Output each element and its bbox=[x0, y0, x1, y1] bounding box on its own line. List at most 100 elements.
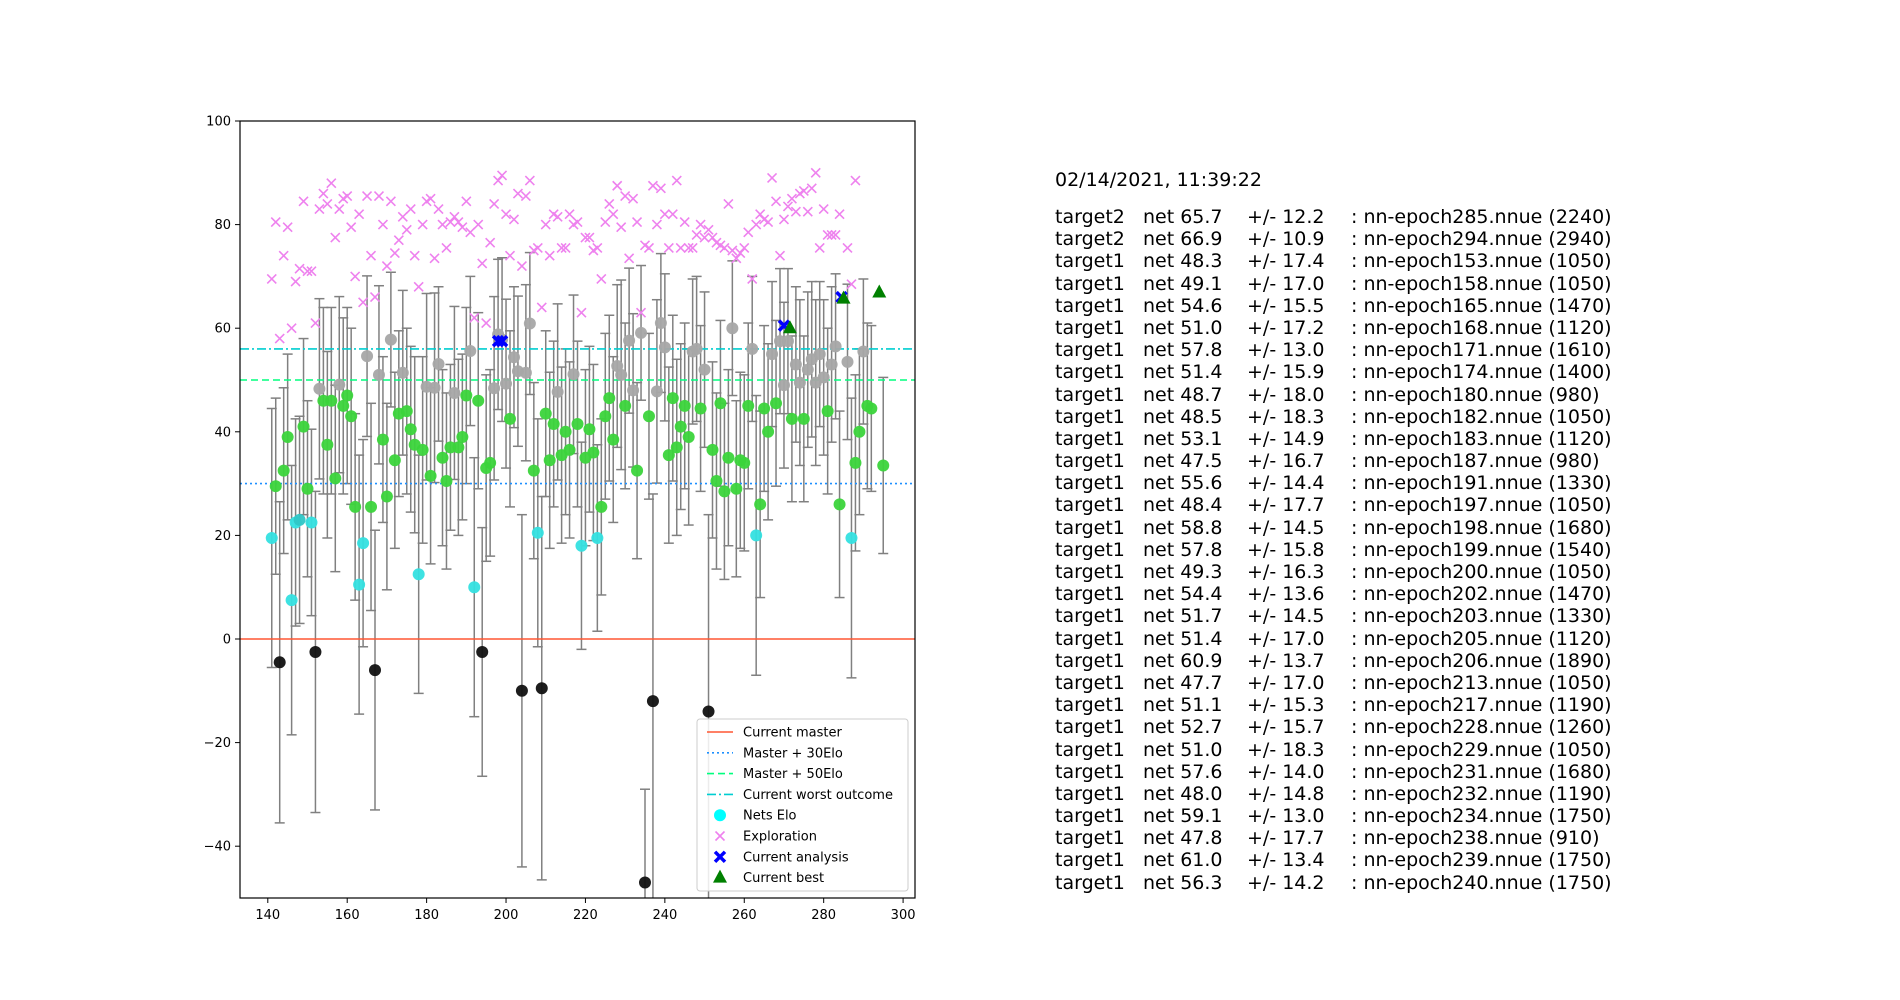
exploration-point bbox=[532, 242, 543, 253]
exploration-point bbox=[612, 180, 623, 191]
result-row: target1 net 47.5 +/- 16.7: nn-epoch187.nnu… bbox=[1055, 450, 1855, 472]
result-file: : nn-epoch200.nnue (1050) bbox=[1351, 561, 1612, 583]
result-file: : nn-epoch238.nnue (910) bbox=[1351, 827, 1600, 850]
result-net: net 61.0 bbox=[1143, 849, 1223, 872]
net-point bbox=[758, 402, 771, 415]
net-point bbox=[353, 578, 366, 591]
exploration-point bbox=[703, 224, 714, 235]
net-point bbox=[730, 482, 743, 495]
exploration-point bbox=[334, 203, 345, 215]
result-net: net 52.7 bbox=[1143, 716, 1223, 739]
legend-label: Master + 30Elo bbox=[743, 746, 843, 761]
net-point bbox=[484, 456, 497, 469]
result-error: +/- 15.7 bbox=[1247, 716, 1325, 739]
net-point bbox=[722, 451, 735, 464]
exploration-point bbox=[373, 191, 385, 202]
exploration-point bbox=[500, 209, 512, 220]
exploration-point bbox=[770, 196, 782, 207]
exploration-point bbox=[719, 242, 730, 253]
net-point bbox=[333, 378, 346, 391]
net-point bbox=[750, 529, 763, 542]
net-point bbox=[424, 469, 437, 482]
analysis-point bbox=[495, 334, 509, 348]
net-point bbox=[273, 656, 286, 669]
exploration-point bbox=[743, 227, 754, 238]
net-point bbox=[789, 358, 802, 371]
net-point bbox=[714, 397, 727, 410]
exploration-point bbox=[524, 175, 535, 186]
exploration-point bbox=[774, 250, 786, 261]
net-point bbox=[376, 433, 389, 446]
result-row: target1 net 51.0 +/- 18.3: nn-epoch229.nnu… bbox=[1055, 739, 1855, 761]
result-row: target1 net 48.5 +/- 18.3: nn-epoch182.nnu… bbox=[1055, 406, 1855, 428]
exploration-point bbox=[536, 302, 547, 313]
result-error: +/- 15.9 bbox=[1247, 361, 1325, 384]
net-point bbox=[372, 368, 385, 381]
result-error: +/- 17.7 bbox=[1247, 494, 1325, 517]
net-point bbox=[627, 384, 640, 397]
result-net: net 66.9 bbox=[1143, 228, 1223, 251]
result-target: target1 bbox=[1055, 782, 1125, 805]
result-net: net 51.0 bbox=[1143, 738, 1223, 761]
result-file: : nn-epoch182.nnue (1050) bbox=[1351, 405, 1612, 428]
net-point bbox=[297, 420, 310, 433]
net-point bbox=[464, 344, 477, 357]
result-target: target1 bbox=[1055, 760, 1125, 783]
net-point bbox=[349, 500, 362, 513]
exploration-point bbox=[330, 232, 341, 243]
result-file: : nn-epoch153.nnue (1050) bbox=[1351, 250, 1612, 273]
exploration-point bbox=[620, 191, 631, 202]
exploration-point bbox=[425, 193, 436, 204]
result-row: target1 net 57.8 +/- 15.8: nn-epoch199.nnu… bbox=[1055, 539, 1855, 561]
net-point bbox=[781, 335, 794, 348]
exploration-point bbox=[365, 250, 377, 261]
exploration-point bbox=[496, 170, 508, 181]
result-target: target1 bbox=[1055, 405, 1125, 428]
net-point bbox=[472, 394, 485, 407]
net-point bbox=[670, 441, 683, 454]
chart-marks bbox=[240, 167, 915, 898]
result-row: target1 net 51.1 +/- 15.3: nn-epoch217.nnu… bbox=[1055, 694, 1855, 716]
result-row: target1 net 51.0 +/- 17.2: nn-epoch168.nnu… bbox=[1055, 317, 1855, 339]
result-net: net 47.8 bbox=[1143, 827, 1223, 850]
net-point bbox=[682, 430, 695, 443]
result-target: target1 bbox=[1055, 694, 1125, 717]
exploration-point bbox=[584, 232, 595, 243]
exploration-point bbox=[802, 206, 813, 217]
net-point bbox=[631, 464, 644, 477]
result-row: target1 net 47.7 +/- 17.0: nn-epoch213.nnu… bbox=[1055, 672, 1855, 694]
result-error: +/- 13.6 bbox=[1247, 583, 1325, 606]
exploration-point bbox=[540, 219, 551, 230]
exploration-point bbox=[278, 250, 289, 261]
net-point bbox=[718, 485, 731, 498]
exploration-point bbox=[818, 203, 829, 215]
x-tick-label: 240 bbox=[652, 908, 677, 923]
result-row: target1 net 54.4 +/- 13.6: nn-epoch202.nnu… bbox=[1055, 583, 1855, 605]
exploration-point bbox=[751, 219, 762, 230]
x-tick-label: 180 bbox=[414, 908, 439, 923]
net-point bbox=[599, 410, 612, 423]
result-error: +/- 17.0 bbox=[1247, 671, 1325, 694]
net-point bbox=[567, 368, 580, 381]
net-point bbox=[428, 381, 441, 394]
y-tick-label: 60 bbox=[214, 322, 231, 337]
legend-exploration-marker bbox=[714, 830, 726, 842]
exploration-point bbox=[616, 222, 627, 233]
exploration-point bbox=[298, 196, 309, 207]
net-point bbox=[678, 399, 691, 412]
net-point bbox=[825, 358, 838, 371]
exploration-point bbox=[270, 216, 281, 228]
exploration-point bbox=[727, 245, 738, 256]
result-net: net 57.8 bbox=[1143, 538, 1223, 561]
result-file: : nn-epoch202.nnue (1470) bbox=[1351, 583, 1612, 606]
exploration-point bbox=[461, 196, 472, 207]
exploration-point bbox=[449, 211, 460, 222]
result-net: net 49.1 bbox=[1143, 272, 1223, 295]
result-net: net 51.4 bbox=[1143, 627, 1223, 650]
net-point bbox=[313, 382, 326, 395]
result-file: : nn-epoch294.nnue (2940) bbox=[1351, 228, 1612, 251]
exploration-point bbox=[695, 219, 706, 230]
result-net: net 65.7 bbox=[1143, 206, 1223, 228]
exploration-point bbox=[457, 222, 468, 233]
net-point bbox=[587, 446, 600, 459]
